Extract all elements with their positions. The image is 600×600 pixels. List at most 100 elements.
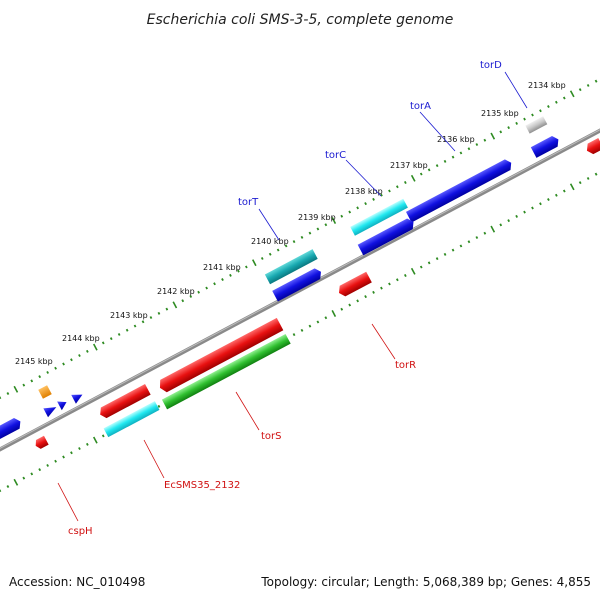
gene-feature-torC[interactable] xyxy=(350,198,408,236)
outer-ring-tick xyxy=(410,174,416,182)
inner-ring-tick xyxy=(483,231,487,235)
kbp-label: 2136 kbp xyxy=(437,135,475,144)
map-title: Escherichia coli SMS-3-5, complete genom… xyxy=(147,12,454,28)
inner-ring-tick xyxy=(467,240,471,244)
gene-feature-small-blue-2[interactable] xyxy=(57,398,69,411)
kbp-label: 2144 kbp xyxy=(62,334,100,343)
outer-ring-tick xyxy=(157,311,161,315)
outer-ring-tick xyxy=(6,392,10,396)
inner-ring-tick xyxy=(324,316,328,320)
gene-label-torA[interactable]: torA xyxy=(410,101,431,112)
gene-feature-small-blue-1[interactable] xyxy=(43,403,58,418)
outer-ring-tick xyxy=(292,240,296,244)
outer-ring-tick xyxy=(562,96,566,100)
inner-ring-tick xyxy=(435,257,439,261)
inner-ring-tick xyxy=(419,265,423,269)
outer-ring-tick xyxy=(348,210,352,214)
gene-label-torS[interactable]: torS xyxy=(261,431,282,442)
outer-ring-tick xyxy=(251,259,257,267)
gene-feature-trna[interactable] xyxy=(525,116,548,134)
outer-ring-tick xyxy=(490,132,496,140)
gene-labels: torD torA torC torT torR torS EcSMS35_2132 cspH xyxy=(68,60,502,537)
gene-feature-left-blue[interactable] xyxy=(0,416,23,440)
inner-ring-tick xyxy=(403,273,407,278)
outer-ring-tick xyxy=(46,370,49,374)
gene-feature-torT[interactable] xyxy=(264,249,318,285)
kbp-label: 2137 kbp xyxy=(390,161,428,170)
outer-ring-tick xyxy=(284,244,288,248)
inner-ring-tick xyxy=(372,290,375,294)
gene-feature-torR[interactable] xyxy=(336,271,372,299)
inner-ring-tick xyxy=(340,307,344,311)
inner-ring-tick xyxy=(364,295,367,299)
outer-ring-tick xyxy=(268,252,272,256)
inner-ring-tick xyxy=(396,278,399,282)
kbp-label: 2139 kbp xyxy=(298,213,336,222)
gene-feature-red-left[interactable] xyxy=(97,384,151,420)
gene-feature-torS[interactable] xyxy=(157,317,284,394)
gene-feature-torS-green[interactable] xyxy=(161,333,291,410)
inner-ring-tick xyxy=(475,236,479,240)
gene-label-torD[interactable]: torD xyxy=(480,60,502,71)
inner-ring-tick xyxy=(443,252,447,256)
kbp-label: 2141 kbp xyxy=(203,263,241,272)
outer-ring-tick xyxy=(316,227,320,231)
gene-label-torR[interactable]: torR xyxy=(395,360,416,371)
gene-label-torC[interactable]: torC xyxy=(325,150,346,161)
outer-ring-tick xyxy=(92,343,98,351)
gene-feature-torA[interactable] xyxy=(405,157,514,223)
outer-ring-tick xyxy=(547,105,550,109)
inner-ring-tick xyxy=(562,189,566,193)
outer-ring-tick xyxy=(276,248,280,252)
outer-ring-tick xyxy=(38,375,42,379)
outer-ring-tick xyxy=(213,282,216,286)
gene-feature-torD[interactable] xyxy=(530,134,561,158)
outer-ring-tick xyxy=(62,362,65,366)
outer-ring-tick xyxy=(372,197,375,201)
genome-backbone xyxy=(0,128,600,452)
outer-ring-tick xyxy=(586,83,590,87)
outer-ring-tick xyxy=(70,358,73,362)
outer-ring-tick xyxy=(324,223,328,227)
inner-ring-tick xyxy=(46,463,49,467)
kbp-label: 2138 kbp xyxy=(345,187,383,196)
accession-text: Accession: NC_010498 xyxy=(9,575,145,589)
outer-ring-tick xyxy=(109,337,113,341)
inner-ring-tick xyxy=(62,455,65,459)
gene-feature-cspH[interactable] xyxy=(33,435,49,450)
gene-feature-right-red[interactable] xyxy=(584,137,600,156)
outer-ring-tick xyxy=(165,307,169,311)
inner-ring-tick xyxy=(451,248,455,252)
inner-ring-tick xyxy=(490,225,496,233)
inner-ring-tick xyxy=(308,324,312,328)
outer-ring-tick xyxy=(141,320,145,324)
gene-label-torT[interactable]: torT xyxy=(238,197,259,208)
gene-feature-small-orange[interactable] xyxy=(38,385,52,399)
gene-label-EcSMS35_2132[interactable]: EcSMS35_2132 xyxy=(164,480,240,491)
inner-ring-tick xyxy=(547,198,550,202)
outer-ring-tick xyxy=(172,301,178,309)
outer-ring-tick xyxy=(86,349,89,353)
gene-feature-small-blue-3[interactable] xyxy=(71,390,85,404)
inner-ring-tick xyxy=(157,404,161,408)
gene-feature-EcSMS35_2132[interactable] xyxy=(103,401,160,438)
inner-ring-tick xyxy=(30,472,34,476)
gene-feature-torT-inner[interactable] xyxy=(272,266,324,302)
leader-line xyxy=(235,391,260,431)
leader-line xyxy=(419,111,456,152)
outer-ring-tick xyxy=(54,366,57,370)
inner-ring-tick xyxy=(86,442,89,446)
outer-ring-tick xyxy=(388,189,391,193)
gene-label-leaders xyxy=(57,71,528,522)
outer-ring-tick xyxy=(523,117,526,121)
gene-label-cspH[interactable]: cspH xyxy=(68,526,93,537)
gene-feature-torC-inner[interactable] xyxy=(357,217,417,256)
outer-ring-tick xyxy=(260,256,264,260)
outer-ring-tick xyxy=(125,328,129,332)
inner-ring-tick xyxy=(356,299,359,303)
outer-ring-tick xyxy=(237,269,240,273)
inner-ring-tick xyxy=(427,261,431,265)
outer-ring-tick xyxy=(364,202,367,206)
outer-ring-tick xyxy=(499,130,503,134)
